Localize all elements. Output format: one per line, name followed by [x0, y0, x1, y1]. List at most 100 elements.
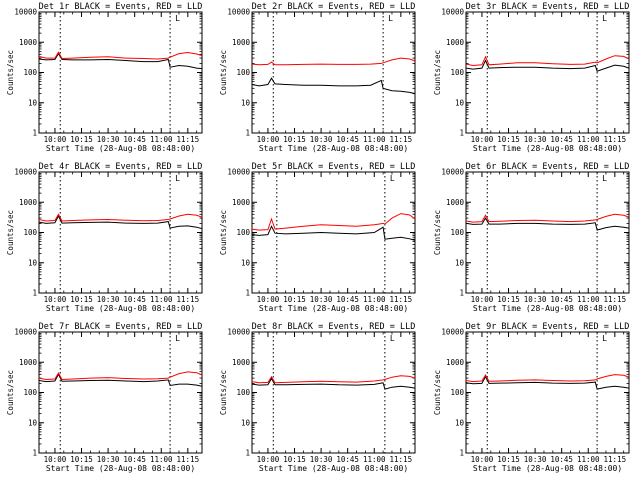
series-line-lld — [38, 51, 203, 60]
x-tick-label: 11:00 — [363, 135, 386, 144]
plot-frame — [465, 11, 630, 134]
y-axis-label: Counts/sec — [219, 210, 228, 255]
x-tick-label: 11:15 — [604, 455, 627, 464]
corner-mark: L — [390, 334, 395, 343]
x-axis-label: Start Time (28-Aug-08 08:48:00) — [473, 304, 622, 313]
plot-frame — [465, 331, 630, 454]
x-tick-label: 11:00 — [577, 295, 600, 304]
x-tick-label: 11:00 — [577, 455, 600, 464]
panel-det-4r: Det 4r BLACK = Events, RED = LLD 1 10 100 10… — [6, 162, 203, 313]
y-tick-label: 1 — [459, 129, 464, 138]
x-tick-label: 11:00 — [363, 455, 386, 464]
x-tick-label: 10:00 — [471, 135, 494, 144]
y-axis-label: Counts/sec — [433, 370, 442, 415]
x-tick-label: 10:30 — [310, 135, 333, 144]
corner-mark: L — [388, 14, 393, 23]
x-tick-label: 10:45 — [123, 135, 146, 144]
x-tick-label: 10:45 — [550, 455, 573, 464]
panel-det-9r: Det 9r BLACK = Events, RED = LLD 1 10 100 10… — [433, 322, 630, 473]
y-tick-label: 10 — [455, 258, 465, 267]
y-tick-label: 1 — [245, 129, 250, 138]
x-tick-label: 10:00 — [257, 135, 280, 144]
x-axis-label: Start Time (28-Aug-08 08:48:00) — [259, 464, 408, 473]
series-line-lld — [465, 374, 630, 383]
y-tick-label: 10000 — [14, 8, 37, 17]
y-tick-label: 10 — [455, 98, 465, 107]
y-tick-label: 100 — [236, 68, 250, 77]
y-tick-label: 10000 — [14, 168, 37, 177]
y-tick-label: 10000 — [441, 168, 464, 177]
y-tick-label: 10 — [28, 98, 38, 107]
x-tick-label: 10:00 — [471, 455, 494, 464]
x-tick-label: 10:15 — [283, 455, 306, 464]
panel-det-7r: Det 7r BLACK = Events, RED = LLD 1 10 100 10… — [6, 322, 203, 473]
y-tick-label: 10 — [241, 258, 251, 267]
y-tick-label: 100 — [23, 68, 37, 77]
series-line-events — [251, 377, 416, 390]
y-axis-label: Counts/sec — [433, 210, 442, 255]
x-tick-label: 10:30 — [524, 135, 547, 144]
series-line-lld — [38, 371, 203, 381]
x-axis-label: Start Time (28-Aug-08 08:48:00) — [259, 304, 408, 313]
y-tick-label: 100 — [23, 228, 37, 237]
x-tick-label: 10:15 — [283, 295, 306, 304]
x-tick-label: 10:45 — [123, 295, 146, 304]
y-tick-label: 100 — [236, 388, 250, 397]
series-line-events — [251, 77, 416, 95]
x-tick-label: 10:15 — [497, 135, 520, 144]
panel-det-3r: Det 3r BLACK = Events, RED = LLD 1 10 100 10… — [433, 2, 630, 153]
x-tick-label: 11:15 — [390, 295, 413, 304]
panel-title: Det 2r BLACK = Events, RED = LLD — [252, 2, 416, 12]
x-tick-label: 10:00 — [471, 295, 494, 304]
x-tick-label: 10:00 — [257, 455, 280, 464]
y-tick-label: 1 — [245, 449, 250, 458]
corner-mark: L — [175, 174, 180, 183]
y-tick-label: 10000 — [227, 168, 250, 177]
x-tick-label: 11:00 — [363, 295, 386, 304]
y-tick-label: 10 — [28, 418, 38, 427]
plot-frame — [251, 331, 416, 454]
series-line-events — [465, 59, 630, 72]
y-tick-label: 100 — [450, 388, 464, 397]
x-tick-label: 10:30 — [310, 455, 333, 464]
x-tick-label: 10:15 — [497, 295, 520, 304]
x-axis-label: Start Time (28-Aug-08 08:48:00) — [46, 304, 195, 313]
y-tick-label: 100 — [450, 68, 464, 77]
x-tick-label: 10:00 — [44, 295, 67, 304]
y-tick-label: 1 — [32, 289, 37, 298]
x-axis-label: Start Time (28-Aug-08 08:48:00) — [46, 144, 195, 153]
y-tick-label: 1 — [245, 289, 250, 298]
x-tick-label: 10:30 — [524, 295, 547, 304]
y-axis-label: Counts/sec — [433, 50, 442, 95]
y-tick-label: 1000 — [446, 38, 465, 47]
y-tick-label: 1000 — [446, 198, 465, 207]
y-tick-label: 1 — [459, 289, 464, 298]
corner-mark: L — [390, 174, 395, 183]
panel-det-1r: Det 1r BLACK = Events, RED = LLD 1 10 100 10… — [6, 2, 203, 153]
y-tick-label: 100 — [23, 388, 37, 397]
x-tick-label: 10:30 — [524, 455, 547, 464]
x-tick-label: 10:30 — [97, 295, 120, 304]
x-tick-label: 11:00 — [150, 135, 173, 144]
y-tick-label: 10000 — [227, 8, 250, 17]
y-tick-label: 1000 — [19, 358, 38, 367]
series-line-events — [38, 214, 203, 230]
series-line-events — [465, 375, 630, 390]
series-line-events — [251, 225, 416, 241]
y-tick-label: 10 — [241, 98, 251, 107]
x-tick-label: 10:30 — [97, 135, 120, 144]
panel-title: Det 8r BLACK = Events, RED = LLD — [252, 322, 416, 332]
x-tick-label: 10:15 — [497, 455, 520, 464]
series-line-lld — [465, 55, 630, 67]
x-tick-label: 10:45 — [336, 455, 359, 464]
x-tick-label: 11:15 — [604, 295, 627, 304]
x-axis-label: Start Time (28-Aug-08 08:48:00) — [259, 144, 408, 153]
x-tick-label: 11:00 — [577, 135, 600, 144]
x-tick-label: 11:15 — [604, 135, 627, 144]
corner-mark: L — [602, 174, 607, 183]
x-tick-label: 10:45 — [336, 135, 359, 144]
corner-mark: L — [175, 334, 180, 343]
series-line-events — [38, 52, 203, 70]
series-line-lld — [251, 375, 416, 384]
